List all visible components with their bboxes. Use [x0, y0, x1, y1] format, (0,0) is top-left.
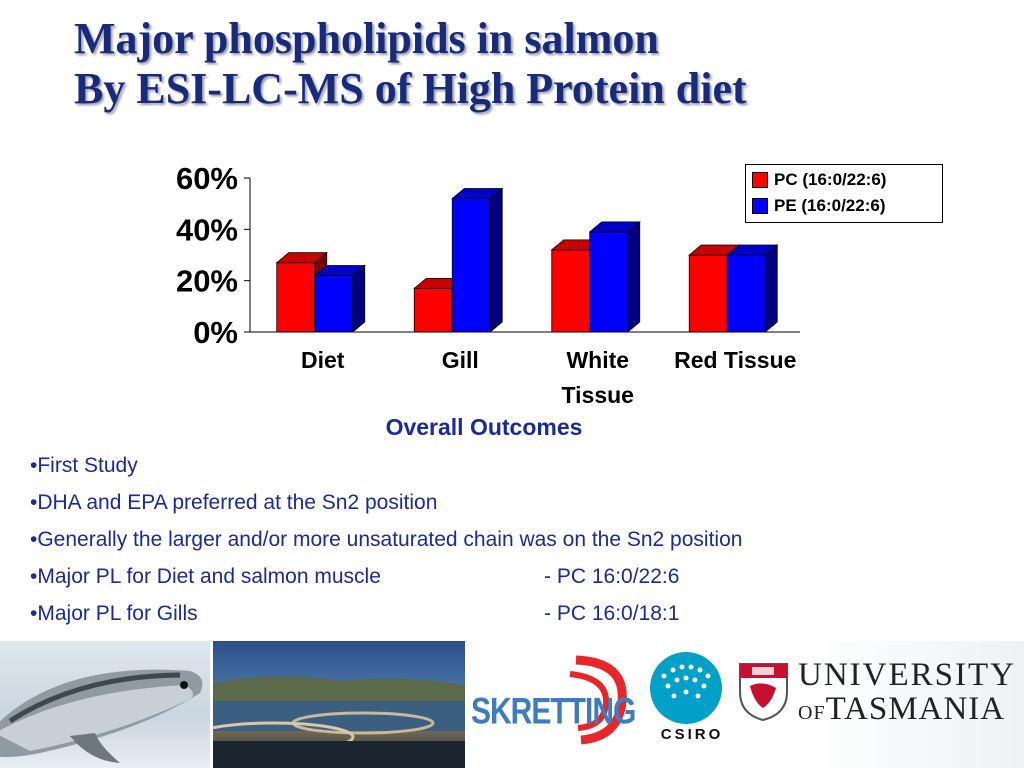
utas-logo-tasmania: TASMANIA: [825, 691, 1006, 727]
bar: [276, 262, 316, 333]
x-tick-label: Gill: [442, 347, 479, 373]
bar: [413, 287, 453, 333]
bar-side: [627, 221, 641, 333]
list-item: •Generally the larger and/or more unsatu…: [30, 526, 990, 563]
legend-swatch-pc: [752, 172, 768, 188]
bullet-text: •DHA and EPA preferred at the Sn2 positi…: [30, 491, 438, 514]
fish-farm-illustration: [213, 676, 465, 768]
skretting-logo-icon: [569, 655, 627, 745]
bullet-text: •Generally the larger and/or more unsatu…: [30, 528, 743, 551]
bar: [451, 198, 491, 333]
bar-side: [352, 264, 366, 333]
utas-logo-of: OF: [798, 702, 826, 724]
slide-title: Major phospholipids in salmon By ESI-LC-…: [74, 14, 747, 114]
title-line-1: Major phospholipids in salmon: [74, 14, 659, 63]
legend-item-pc: PC (16:0/22:6): [752, 167, 936, 193]
list-item: •First Study: [30, 452, 990, 489]
list-item: •Major PL for Gills - PC 16:0/18:1: [30, 600, 990, 637]
legend-item-pe: PE (16:0/22:6): [752, 193, 936, 219]
utas-logo-line-2: OFTASMANIA: [798, 691, 1005, 728]
bar: [551, 249, 591, 333]
bar-side: [764, 244, 778, 333]
bullet-text: •Major PL for Gills: [30, 602, 198, 625]
bar: [589, 231, 629, 333]
csiro-logo-text: CSIRO: [660, 726, 724, 743]
y-tick-label: 40%: [176, 212, 238, 247]
x-tick-label: Red Tissue: [674, 347, 796, 373]
chart-legend: PC (16:0/22:6) PE (16:0/22:6): [745, 164, 943, 223]
legend-label-pc: PC (16:0/22:6): [774, 170, 887, 189]
bar-side: [489, 187, 503, 333]
list-item: •Major PL for Diet and salmon muscle - P…: [30, 563, 990, 600]
list-item: •DHA and EPA preferred at the Sn2 positi…: [30, 489, 990, 526]
bullet-text: •First Study: [30, 454, 138, 477]
y-tick-label: 20%: [176, 264, 238, 299]
skretting-logo-text: SKRETTING: [471, 690, 636, 732]
utas-logo-line-1: UNIVERSITY: [798, 657, 1016, 693]
x-tick-label: White: [566, 347, 629, 373]
bar: [314, 275, 354, 333]
fish-farm-photo: [213, 641, 465, 768]
outcomes-list: •First Study •DHA and EPA preferred at t…: [30, 452, 990, 637]
salmon-illustration: [0, 669, 203, 763]
outcomes-heading: Overall Outcomes: [385, 414, 583, 440]
bullet-detail: - PC 16:0/18:1: [544, 602, 680, 625]
title-line-2: By ESI-LC-MS of High Protein diet: [74, 64, 747, 113]
y-tick-label: 60%: [176, 161, 238, 196]
legend-swatch-pe: [752, 198, 768, 214]
bar: [726, 254, 766, 333]
legend-label-pe: PE (16:0/22:6): [774, 196, 886, 215]
x-tick-label: Diet: [301, 347, 345, 373]
bullet-detail: - PC 16:0/22:6: [544, 565, 680, 588]
utas-crest-icon: [739, 663, 788, 722]
y-tick-label: 0%: [193, 315, 238, 350]
x-tick-label: Tissue: [562, 382, 634, 408]
bar-chart: 0% 20% 40% 60% Diet Gill White Tissue Red Tissue: [176, 161, 800, 408]
bullet-text: •Major PL for Diet and salmon muscle: [30, 565, 381, 588]
bar: [688, 254, 728, 333]
salmon-photo: [0, 641, 210, 768]
csiro-logo-icon: [650, 652, 722, 724]
